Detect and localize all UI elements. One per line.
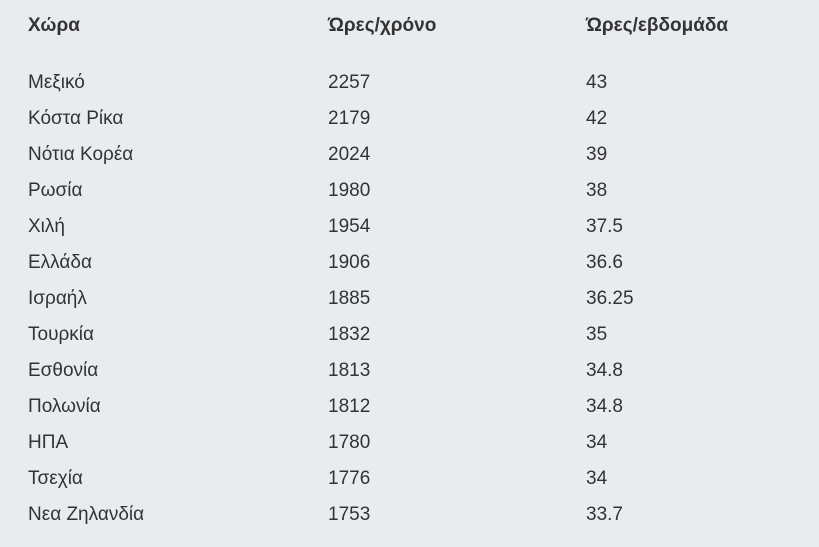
cell-hours-week: 38 bbox=[586, 180, 608, 201]
cell-hours-week: 36.25 bbox=[586, 288, 634, 309]
cell-country: Μεξικό bbox=[28, 72, 85, 93]
cell-hours-year: 1776 bbox=[328, 468, 371, 489]
header-country: Χώρα bbox=[28, 15, 80, 36]
cell-hours-year: 1832 bbox=[328, 324, 371, 345]
cell-hours-week: 34.8 bbox=[586, 360, 623, 381]
header-hours-week: Ώρες/εβδομάδα bbox=[586, 15, 729, 36]
cell-hours-year: 1813 bbox=[328, 360, 371, 381]
cell-hours-year: 2179 bbox=[328, 108, 371, 129]
table-row: Κόστα Ρίκα 2179 42 bbox=[28, 101, 786, 137]
cell-country: Κόστα Ρίκα bbox=[28, 108, 124, 129]
cell-hours-year: 1954 bbox=[328, 216, 371, 237]
cell-country: Νεα Ζηλανδία bbox=[28, 504, 145, 525]
table-row: Εσθονία 1813 34.8 bbox=[28, 353, 786, 389]
table-row: Πολωνία 1812 34.8 bbox=[28, 389, 786, 425]
cell-country: Χιλή bbox=[28, 216, 65, 237]
cell-hours-week: 34 bbox=[586, 432, 608, 453]
cell-hours-year: 1885 bbox=[328, 288, 371, 309]
header-row: Χώρα Ώρες/χρόνο Ώρες/εβδομάδα bbox=[28, 8, 786, 65]
table-row: Ισραήλ 1885 36.25 bbox=[28, 281, 786, 317]
cell-hours-week: 42 bbox=[586, 108, 608, 129]
cell-country: ΗΠΑ bbox=[28, 432, 69, 453]
cell-hours-year: 2257 bbox=[328, 72, 371, 93]
cell-hours-week: 37.5 bbox=[586, 216, 623, 237]
cell-hours-week: 35 bbox=[586, 324, 608, 345]
cell-hours-week: 34.8 bbox=[586, 396, 623, 417]
cell-country: Πολωνία bbox=[28, 396, 101, 417]
cell-country: Ρωσία bbox=[28, 180, 83, 201]
cell-country: Ισραήλ bbox=[28, 288, 87, 309]
cell-country: Εσθονία bbox=[28, 360, 99, 381]
cell-country: Τσεχία bbox=[28, 468, 83, 489]
cell-hours-week: 34 bbox=[586, 468, 608, 489]
cell-hours-year: 1906 bbox=[328, 252, 371, 273]
cell-hours-year: 2024 bbox=[328, 144, 371, 165]
cell-hours-year: 1812 bbox=[328, 396, 371, 417]
cell-hours-year: 1980 bbox=[328, 180, 371, 201]
cell-country: Νότια Κορέα bbox=[28, 144, 134, 165]
table-row: Ελλάδα 1906 36.6 bbox=[28, 245, 786, 281]
cell-country: Ελλάδα bbox=[28, 252, 92, 273]
cell-hours-week: 36.6 bbox=[586, 252, 623, 273]
table-row: Τσεχία 1776 34 bbox=[28, 461, 786, 497]
table-row: Ρωσία 1980 38 bbox=[28, 173, 786, 209]
table-row: Μεξικό 2257 43 bbox=[28, 65, 786, 101]
hours-table: Χώρα Ώρες/χρόνο Ώρες/εβδομάδα Μεξικό 2257… bbox=[28, 8, 786, 533]
cell-hours-year: 1753 bbox=[328, 504, 371, 525]
cell-country: Τουρκία bbox=[28, 324, 94, 345]
cell-hours-year: 1780 bbox=[328, 432, 371, 453]
table-row: Χιλή 1954 37.5 bbox=[28, 209, 786, 245]
cell-hours-week: 33.7 bbox=[586, 504, 623, 525]
cell-hours-week: 43 bbox=[586, 72, 608, 93]
table-row: Νεα Ζηλανδία 1753 33.7 bbox=[28, 497, 786, 533]
table-row: Νότια Κορέα 2024 39 bbox=[28, 137, 786, 173]
cell-hours-week: 39 bbox=[586, 144, 608, 165]
header-hours-year: Ώρες/χρόνο bbox=[328, 15, 437, 36]
table-row: ΗΠΑ 1780 34 bbox=[28, 425, 786, 461]
table-row: Τουρκία 1832 35 bbox=[28, 317, 786, 353]
